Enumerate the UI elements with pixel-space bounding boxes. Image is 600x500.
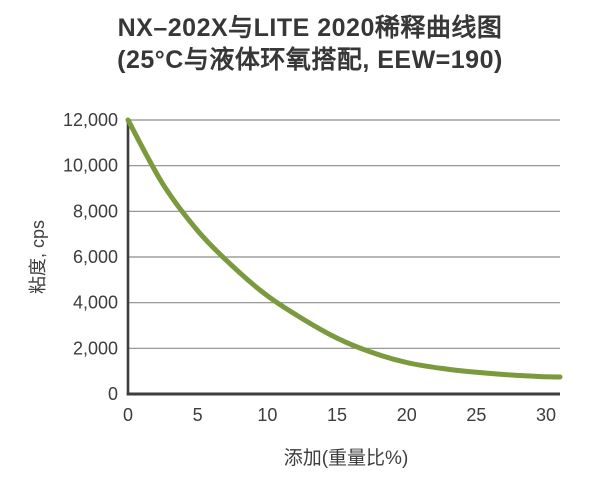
y-tick-label: 10,000: [63, 156, 118, 176]
x-tick-label: 20: [397, 405, 417, 425]
chart-title-line2: (25°C与液体环氧搭配, EEW=190): [117, 46, 503, 74]
y-tick-label: 12,000: [63, 110, 118, 130]
x-tick-label: 25: [466, 405, 486, 425]
x-tick-label: 30: [536, 405, 556, 425]
x-tick-label: 0: [123, 405, 133, 425]
x-tick-label: 15: [327, 405, 347, 425]
y-tick-label: 6,000: [73, 247, 118, 267]
y-tick-label: 2,000: [73, 338, 118, 358]
y-tick-label: 0: [108, 384, 118, 404]
x-tick-label: 10: [257, 405, 277, 425]
x-tick-label: 5: [193, 405, 203, 425]
dilution-curve: [125, 117, 563, 380]
y-axis-label: 粘度, cps: [28, 220, 48, 294]
y-tick-label: 4,000: [73, 293, 118, 313]
y-tick-label: 8,000: [73, 201, 118, 221]
chart-title: NX–202X与LITE 2020稀释曲线图 (25°C与液体环氧搭配, EEW…: [0, 12, 600, 76]
chart-title-line1: NX–202X与LITE 2020稀释曲线图: [117, 14, 503, 42]
x-axis-label: 添加(重量比%): [284, 447, 409, 469]
